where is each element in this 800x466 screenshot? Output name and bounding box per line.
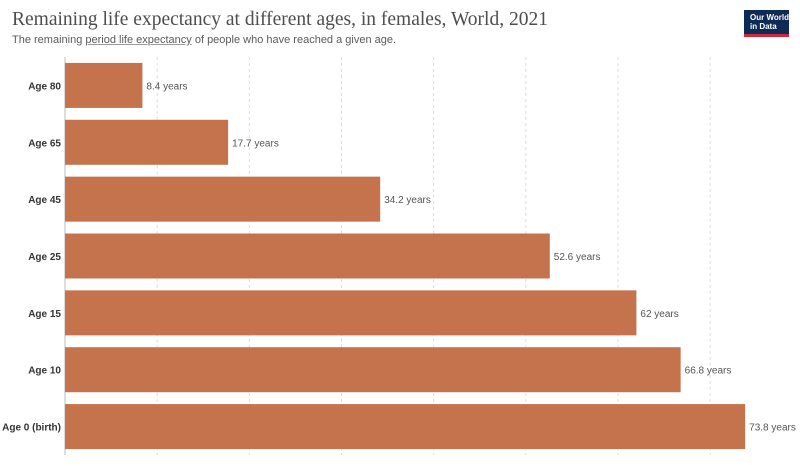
bars (65, 62, 746, 450)
subtitle-prefix: The remaining (12, 34, 86, 46)
owid-logo[interactable]: Our World in Data (744, 10, 789, 37)
value-label: 34.2 years (384, 195, 431, 206)
bar[interactable] (65, 176, 381, 222)
bar[interactable] (65, 233, 550, 279)
category-label: Age 80 (28, 81, 61, 92)
logo-line-2: in Data (750, 22, 777, 31)
value-label: 17.7 years (232, 138, 279, 149)
period-life-expectancy-link[interactable]: period life expectancy (85, 34, 192, 46)
category-labels: Age 80 Age 65 Age 45 Age 25 Age 15 Age 10 Age … (2, 81, 61, 433)
bar[interactable] (65, 119, 229, 165)
value-label: 8.4 years (146, 81, 187, 92)
value-label: 73.8 years (749, 423, 796, 434)
subtitle-suffix: of people who have reached a given age. (191, 34, 397, 46)
category-label: Age 10 (28, 366, 61, 377)
category-label: Age 65 (28, 138, 61, 149)
bar[interactable] (65, 347, 681, 393)
value-label: 62 years (640, 309, 678, 320)
value-label: 66.8 years (685, 366, 732, 377)
category-label: Age 0 (birth) (2, 423, 61, 434)
chart-subtitle: The remaining period life expectancy of … (12, 34, 396, 46)
logo-line-1: Our World (750, 13, 789, 22)
bar[interactable] (65, 62, 143, 108)
category-label: Age 25 (28, 252, 61, 263)
category-label: Age 45 (28, 195, 61, 206)
category-label: Age 15 (28, 309, 61, 320)
value-label: 52.6 years (554, 252, 601, 263)
bar[interactable] (65, 404, 746, 450)
value-labels: 8.4 years 17.7 years 34.2 years 52.6 years 6… (146, 81, 795, 433)
chart-title: Remaining life expectancy at different a… (12, 9, 548, 30)
bar[interactable] (65, 290, 637, 336)
